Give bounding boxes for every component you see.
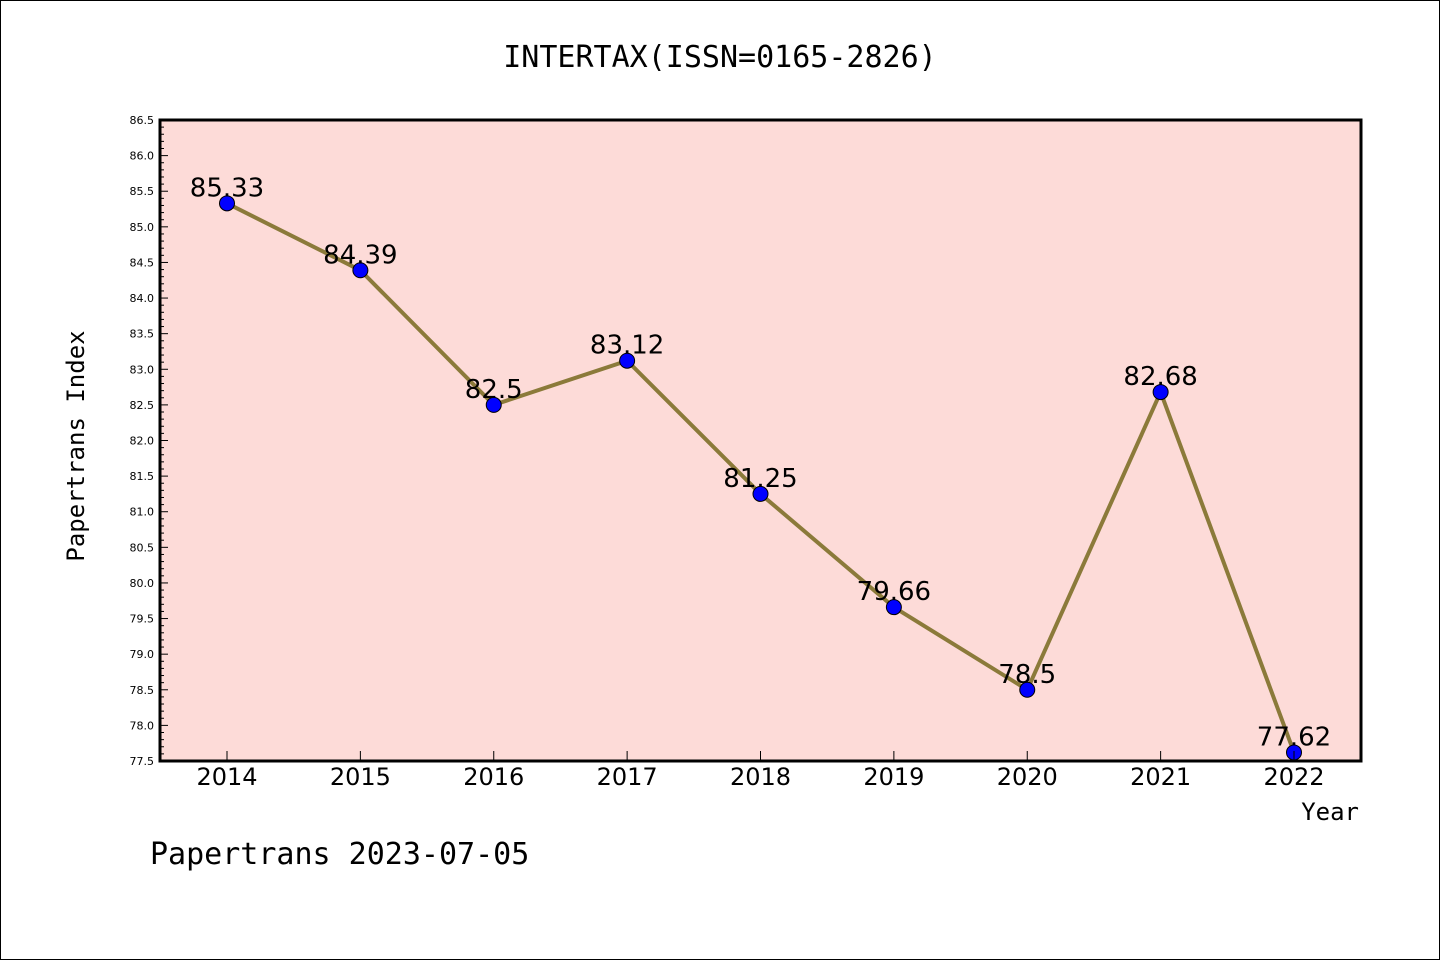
data-label: 82.5 (465, 375, 523, 405)
y-tick-label: 78.0 (130, 719, 155, 732)
data-point (885, 599, 902, 616)
data-label: 82.68 (1123, 362, 1197, 392)
data-label: 77.62 (1257, 722, 1331, 752)
y-tick-label: 79.5 (130, 613, 155, 626)
y-tick-label: 85.0 (130, 221, 155, 234)
data-label: 81.25 (723, 464, 797, 494)
x-axis-title: Year (1301, 798, 1359, 826)
data-point (1152, 384, 1169, 401)
data-label: 79.66 (857, 577, 931, 607)
x-tick-label: 2021 (1130, 763, 1191, 791)
footer-credit: Papertrans 2023-07-05 (150, 837, 529, 872)
data-label: 85.33 (190, 173, 264, 203)
y-tick-label: 81.5 (130, 470, 155, 483)
data-point (619, 352, 636, 369)
plot-border (158, 118, 1363, 763)
y-tick-label: 80.5 (130, 541, 155, 554)
y-tick-label: 86.5 (130, 114, 155, 127)
y-axis-title: Papertrans Index (62, 330, 90, 561)
y-tick-label: 82.0 (130, 435, 155, 448)
y-tick-label: 86.0 (130, 150, 155, 163)
data-point (219, 195, 235, 212)
data-labels: 85.33 84.39 82.5 83.12 81.25 79.66 78.5 82.68 77… (190, 173, 1331, 752)
x-tick-label: 2016 (463, 763, 524, 791)
x-tick-label: 2014 (196, 763, 257, 791)
x-tick-label: 2018 (730, 763, 791, 791)
y-tick-label: 81.0 (130, 506, 155, 519)
data-point (1019, 681, 1036, 698)
y-tick-label: 79.0 (130, 648, 155, 661)
chart-title: INTERTAX(ISSN=0165-2826) (503, 40, 936, 75)
y-tick-label: 77.5 (130, 755, 155, 768)
data-label: 84.39 (323, 240, 397, 270)
x-tick-label: 2019 (863, 763, 924, 791)
y-tick-label: 83.0 (130, 363, 155, 376)
data-point (752, 485, 769, 502)
data-label: 78.5 (998, 660, 1056, 690)
y-axis-ticks: 77.5 78.0 78.5 79.0 79.5 80.0 80.5 81.0 81.5 82.0… (130, 114, 168, 768)
y-tick-label: 80.0 (130, 577, 155, 590)
y-tick-label: 78.5 (130, 684, 155, 697)
x-tick-label: 2020 (997, 763, 1058, 791)
y-tick-label: 84.5 (130, 256, 155, 269)
y-tick-label: 85.5 (130, 185, 155, 198)
data-series (219, 195, 1302, 761)
plot-area (160, 120, 1361, 761)
x-tick-label: 2022 (1263, 763, 1324, 791)
data-point (352, 262, 369, 279)
x-tick-label: 2015 (330, 763, 391, 791)
y-tick-label: 82.5 (130, 399, 155, 412)
y-tick-label: 83.5 (130, 328, 155, 341)
data-point (485, 396, 502, 413)
data-label: 83.12 (590, 331, 664, 361)
x-tick-label: 2017 (597, 763, 658, 791)
x-axis-ticks: 2014 2015 2016 2017 2018 2019 2020 2021 2022 (196, 751, 1325, 791)
y-tick-label: 84.0 (130, 292, 155, 305)
